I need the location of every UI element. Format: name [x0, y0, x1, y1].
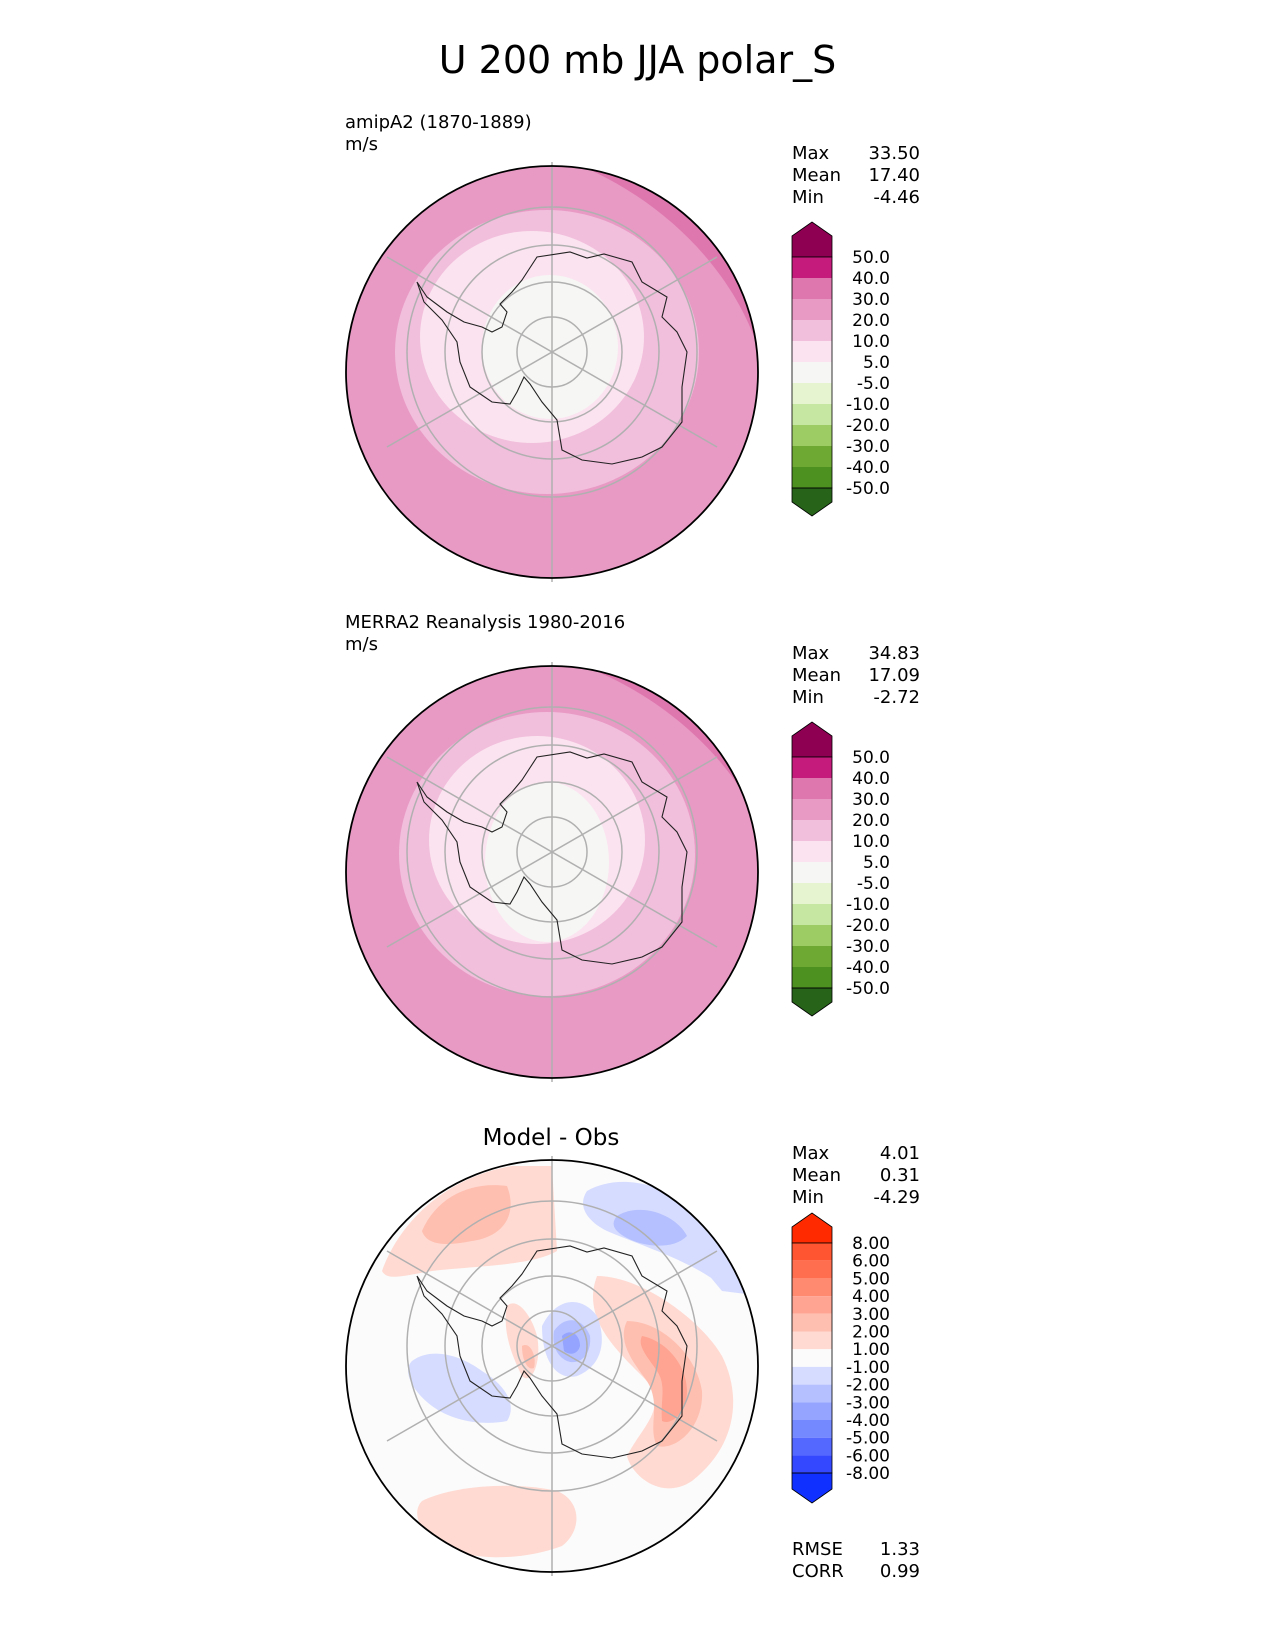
colorbar2-tick: 50.0	[852, 748, 890, 768]
diff-colorbar-tick: 4.00	[852, 1287, 890, 1307]
colorbar1-tick: -10.0	[846, 395, 890, 415]
model-mean-label: Mean	[792, 165, 842, 186]
obs-min-label: Min	[792, 687, 824, 708]
colorbar1-tick: 20.0	[852, 311, 890, 331]
model-mean-value: 17.40	[868, 165, 920, 186]
diff-colorbar-tick: 3.00	[852, 1305, 890, 1325]
colorbar2-tick: -40.0	[846, 958, 890, 978]
diff-colorbar-tick: -6.00	[846, 1446, 890, 1466]
colorbar1-swatches	[792, 257, 832, 488]
colorbar1-tick: -20.0	[846, 416, 890, 436]
colorbar2-tick: -30.0	[846, 937, 890, 957]
colorbar1-tick: 40.0	[852, 269, 890, 289]
model-min-value: -4.46	[873, 187, 920, 208]
colorbar2-tick: -5.0	[857, 874, 890, 894]
obs-stats: Max 34.83 Mean 17.09 Min -2.72	[792, 643, 920, 709]
colorbar1-tick: 50.0	[852, 248, 890, 268]
obs-max-value: 34.83	[868, 643, 920, 664]
diff-colorbar-tick: 1.00	[852, 1340, 890, 1360]
obs-mean-label: Mean	[792, 665, 842, 686]
obs-min-value: -2.72	[873, 687, 920, 708]
obs-panel-header: MERRA2 Reanalysis 1980-2016 m/s	[345, 612, 625, 656]
colorbar1-tick: -5.0	[857, 374, 890, 394]
diff-colorbar-swatches	[792, 1243, 832, 1473]
colorbar2-top-triangle	[791, 721, 833, 758]
colorbar2-tick: 40.0	[852, 769, 890, 789]
colorbar2-tick: 30.0	[852, 790, 890, 810]
colorbar1-tick: 10.0	[852, 332, 890, 352]
diff-mean-label: Mean	[792, 1165, 842, 1186]
obs-polar-map	[345, 662, 759, 1082]
colorbar2-tick: -20.0	[846, 916, 890, 936]
diff-colorbar: 8.00 6.00 5.00 4.00 3.00 2.00 1.00 -1.00…	[791, 1212, 890, 1504]
diff-metrics: RMSE 1.33 CORR 0.99	[792, 1539, 920, 1583]
field-colorbar-2: 50.0 40.0 30.0 20.0 10.0 5.0 -5.0 -10.0 …	[791, 721, 890, 1017]
colorbar2-tick: 5.0	[863, 853, 890, 873]
diff-title: Model - Obs	[482, 1125, 620, 1151]
diff-stats: Max 4.01 Mean 0.31 Min -4.29	[792, 1143, 920, 1209]
obs-mean-value: 17.09	[868, 665, 920, 686]
obs-antarctica-coastline	[416, 751, 688, 965]
obs-name: MERRA2 Reanalysis 1980-2016	[345, 612, 626, 633]
colorbar2-bottom-triangle	[791, 987, 833, 1017]
colorbar1-tick: 5.0	[863, 353, 890, 373]
obs-graticule	[386, 662, 718, 1082]
field-colorbar-1: 50.0 40.0 30.0 20.0 10.0 5.0 -5.0 -10.0 …	[791, 221, 890, 517]
colorbar1-tick: -30.0	[846, 437, 890, 457]
model-stats: Max 33.50 Mean 17.40 Min -4.46	[792, 143, 920, 209]
colorbar1-top-triangle	[791, 221, 833, 258]
colorbar1-tick: -40.0	[846, 458, 890, 478]
diff-colorbar-tick: -5.00	[846, 1429, 890, 1449]
model-polar-map	[345, 162, 759, 582]
diff-colorbar-bottom-triangle	[791, 1472, 833, 1504]
rmse-value: 1.33	[879, 1539, 920, 1560]
model-units: m/s	[345, 134, 378, 155]
diff-max-value: 4.01	[879, 1143, 920, 1164]
corr-label: CORR	[792, 1561, 844, 1582]
colorbar2-tick: 10.0	[852, 832, 890, 852]
diff-antarctica-coastline	[416, 1245, 688, 1459]
model-max-label: Max	[792, 143, 830, 164]
diff-colorbar-tick: 8.00	[852, 1234, 890, 1254]
diff-min-value: -4.29	[873, 1187, 920, 1208]
diff-colorbar-tick: 2.00	[852, 1323, 890, 1343]
diff-colorbar-tick: -1.00	[846, 1358, 890, 1378]
model-name: amipA2 (1870-1889)	[345, 112, 532, 133]
diff-colorbar-top-triangle	[791, 1212, 833, 1244]
diff-graticule	[386, 1156, 718, 1576]
model-min-label: Min	[792, 187, 824, 208]
colorbar2-tick: -10.0	[846, 895, 890, 915]
diff-colorbar-tick: 6.00	[852, 1252, 890, 1272]
figure-title: U 200 mb JJA polar_S	[438, 38, 837, 82]
colorbar2-tick: 20.0	[852, 811, 890, 831]
obs-units: m/s	[345, 634, 378, 655]
diff-colorbar-tick: -4.00	[846, 1411, 890, 1431]
diff-mean-value: 0.31	[879, 1165, 920, 1186]
diff-colorbar-tick: -3.00	[846, 1393, 890, 1413]
colorbar1-bottom-triangle	[791, 487, 833, 517]
colorbar2-tick: -50.0	[846, 979, 890, 999]
diff-polar-map	[345, 1156, 759, 1576]
model-max-value: 33.50	[868, 143, 920, 164]
model-antarctica-coastline	[416, 251, 688, 465]
obs-max-label: Max	[792, 643, 830, 664]
model-graticule	[386, 162, 718, 582]
diff-min-label: Min	[792, 1187, 824, 1208]
rmse-label: RMSE	[792, 1539, 843, 1560]
model-panel-header: amipA2 (1870-1889) m/s	[345, 112, 532, 156]
diff-colorbar-tick: -2.00	[846, 1376, 890, 1396]
diff-colorbar-tick: 5.00	[852, 1269, 890, 1289]
diff-max-label: Max	[792, 1143, 830, 1164]
colorbar1-tick: 30.0	[852, 290, 890, 310]
colorbar1-tick: -50.0	[846, 479, 890, 499]
colorbar2-swatches	[792, 757, 832, 988]
diff-colorbar-tick: -8.00	[846, 1464, 890, 1484]
corr-value: 0.99	[879, 1561, 920, 1582]
